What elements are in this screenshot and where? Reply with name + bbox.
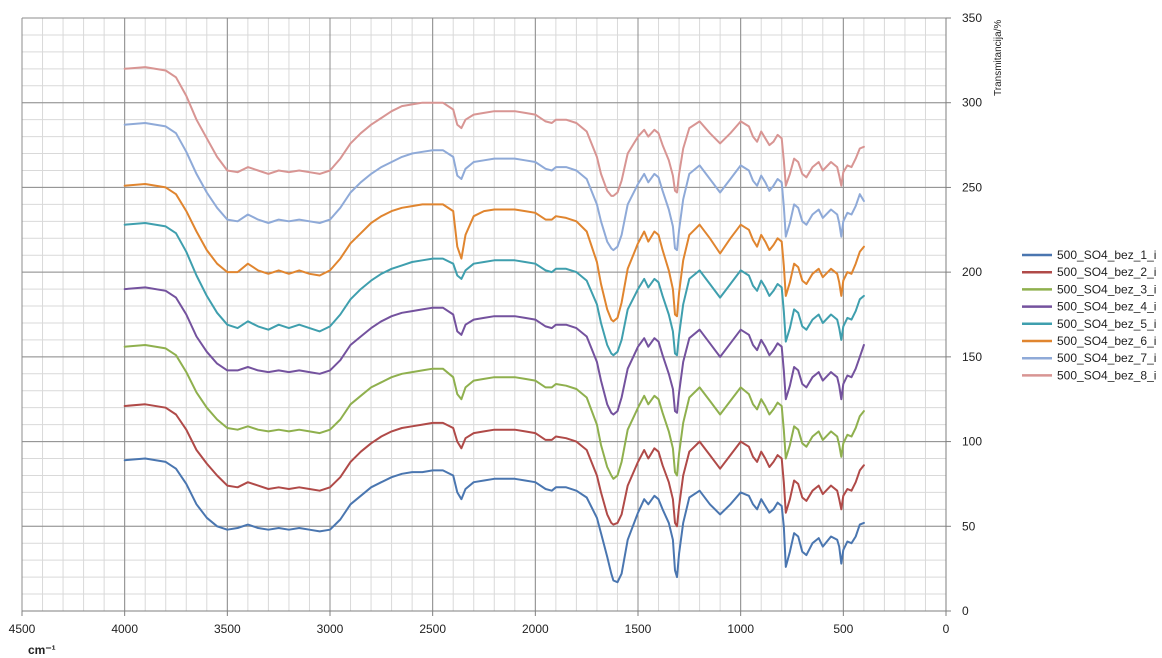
axes xyxy=(21,17,951,616)
x-tick-label: 2000 xyxy=(522,622,549,636)
legend-label: 500_SO4_bez_8_i xyxy=(1057,368,1156,382)
y-axis-title: Transmitancija/% xyxy=(993,20,1004,96)
legend-label: 500_SO4_bez_7_i xyxy=(1057,351,1156,365)
series-line xyxy=(123,183,865,323)
x-tick-label: 3500 xyxy=(214,622,241,636)
y-tick-label: 100 xyxy=(962,435,982,449)
legend-label: 500_SO4_bez_5_i xyxy=(1057,317,1156,331)
series-line xyxy=(123,66,865,197)
x-tick-label: 3000 xyxy=(317,622,344,636)
y-tick-label: 50 xyxy=(962,519,976,533)
x-tick-label: 4500 xyxy=(9,622,36,636)
legend-label: 500_SO4_bez_1_i xyxy=(1057,248,1156,262)
y-tick-label: 150 xyxy=(962,350,982,364)
series-line xyxy=(123,286,865,416)
y-tick-labels: 0 50 100 150 200 250 300 350 xyxy=(962,11,982,618)
x-axis-title: cm⁻¹ xyxy=(28,643,56,657)
series-line xyxy=(123,122,865,252)
x-tick-labels: 4500 4000 3500 3000 2500 2000 1500 1000 500 0 xyxy=(9,622,950,636)
x-tick-label: 2500 xyxy=(419,622,446,636)
y-tick-label: 250 xyxy=(962,180,982,194)
y-tick-label: 350 xyxy=(962,11,982,25)
legend: 500_SO4_bez_1_i 500_SO4_bez_2_i 500_SO4_be… xyxy=(1022,248,1156,382)
minor-gridlines xyxy=(21,17,947,612)
series-line xyxy=(123,457,865,584)
series-lines xyxy=(123,66,865,584)
series-line xyxy=(123,403,865,528)
x-tick-label: 1500 xyxy=(625,622,652,636)
x-tick-label: 1000 xyxy=(727,622,754,636)
x-tick-label: 4000 xyxy=(111,622,138,636)
legend-label: 500_SO4_bez_6_i xyxy=(1057,334,1156,348)
series-line xyxy=(123,222,865,357)
y-tick-label: 0 xyxy=(962,604,969,618)
y-tick-label: 300 xyxy=(962,96,982,110)
y-tick-label: 200 xyxy=(962,265,982,279)
legend-label: 500_SO4_bez_2_i xyxy=(1057,265,1156,279)
legend-label: 500_SO4_bez_4_i xyxy=(1057,300,1156,314)
major-gridlines xyxy=(21,17,947,612)
x-tick-label: 500 xyxy=(833,622,853,636)
legend-label: 500_SO4_bez_3_i xyxy=(1057,282,1156,296)
x-tick-label: 0 xyxy=(943,622,950,636)
series-line xyxy=(123,344,865,480)
